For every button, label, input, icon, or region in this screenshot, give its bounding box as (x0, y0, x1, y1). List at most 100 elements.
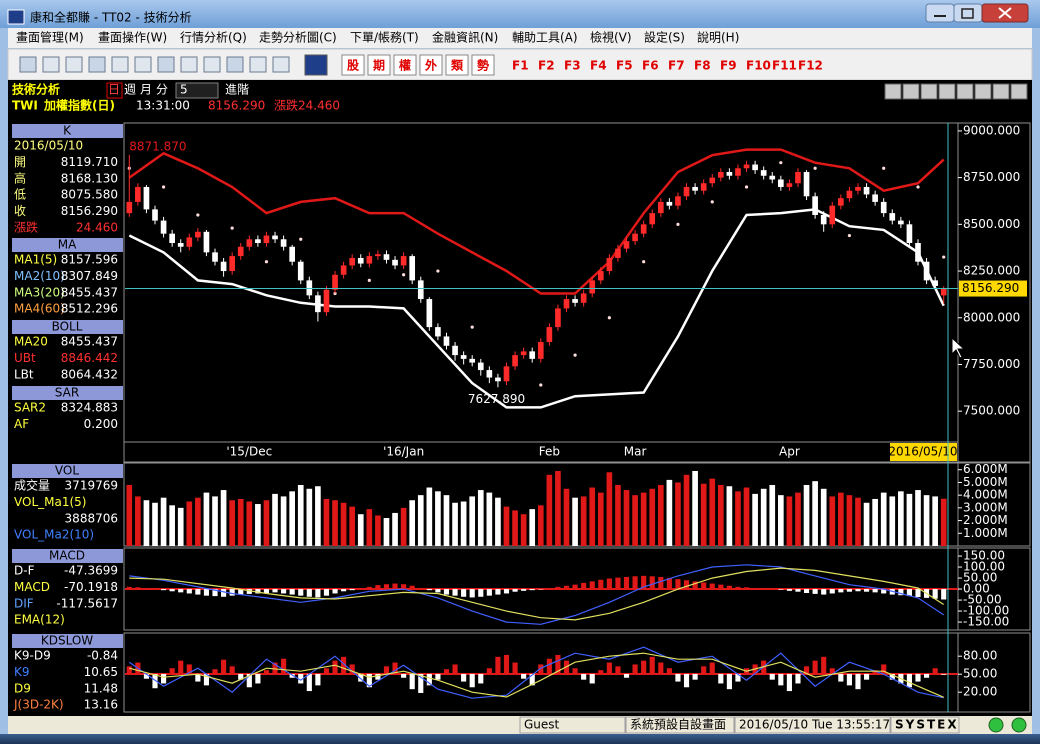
function-key[interactable]: F1 (512, 59, 529, 73)
chart-tool-button[interactable] (885, 84, 901, 99)
histogram-bar (821, 657, 826, 674)
chart-tool-button[interactable] (903, 84, 919, 99)
tool-icon[interactable] (181, 57, 197, 72)
maximize-button[interactable] (954, 4, 982, 22)
tool-icon[interactable] (158, 57, 174, 72)
quote-button-label[interactable]: 權 (399, 58, 411, 73)
volume-bar (761, 489, 767, 546)
volume-bar (349, 507, 355, 546)
candle-body (898, 221, 904, 225)
function-key[interactable]: F7 (668, 59, 685, 73)
volume-bar (641, 493, 647, 546)
indicator-value: -70.1918 (64, 580, 118, 594)
histogram-bar (195, 589, 200, 595)
histogram-bar (401, 674, 406, 678)
quote-button-label[interactable]: 勢 (477, 58, 489, 73)
tool-icon[interactable] (250, 57, 266, 72)
tool-icon[interactable] (227, 57, 243, 72)
histogram-bar (504, 655, 509, 674)
tool-icon[interactable] (89, 57, 105, 72)
status-light (1012, 718, 1026, 732)
section-title: MA (58, 238, 77, 252)
function-key[interactable]: F6 (642, 59, 659, 73)
minimize-button[interactable] (926, 4, 954, 22)
x-tick-label: Mar (624, 445, 647, 459)
function-key[interactable]: F2 (538, 59, 555, 73)
histogram-bar (384, 584, 389, 589)
tool-icon[interactable] (112, 57, 128, 72)
histogram-bar (795, 674, 800, 684)
quote-button-label[interactable]: 外 (425, 58, 437, 73)
chart-tool-button[interactable] (921, 84, 937, 99)
y-tick-label: 50.00 (963, 667, 997, 681)
menu-item[interactable]: 說明(H) (697, 30, 739, 45)
chart-tool-button[interactable] (1011, 84, 1027, 99)
period-option[interactable]: 分 (156, 83, 168, 97)
histogram-bar (778, 589, 783, 590)
logo-button[interactable] (305, 55, 327, 75)
function-key[interactable]: F9 (720, 59, 737, 73)
histogram-bar (598, 670, 603, 674)
chart-tool-button[interactable] (939, 84, 955, 99)
function-key[interactable]: F8 (694, 59, 711, 73)
period-option[interactable]: 週 (124, 83, 136, 97)
volume-bar (615, 485, 621, 546)
menu-item[interactable]: 畫面管理(M) (16, 30, 84, 45)
quote-button-label[interactable]: 類 (450, 58, 464, 73)
histogram-bar (324, 668, 329, 674)
menu-item[interactable]: 金融資訊(N) (432, 30, 498, 45)
indicator-label: MA3(20) (14, 285, 65, 299)
menu-item[interactable]: 行情分析(Q) (180, 31, 247, 45)
volume-bar (409, 500, 415, 546)
histogram-bar (495, 589, 500, 595)
chart-tool-button[interactable] (957, 84, 973, 99)
candle-body (649, 213, 655, 224)
tool-icon[interactable] (135, 57, 151, 72)
menu-item[interactable]: 設定(S) (644, 30, 685, 45)
function-key[interactable]: F3 (564, 59, 581, 73)
tool-icon[interactable] (20, 57, 36, 72)
function-key[interactable]: F12 (798, 59, 823, 73)
volume-bar (144, 500, 150, 546)
function-key[interactable]: F11 (772, 59, 797, 73)
chart-tool-button[interactable] (975, 84, 991, 99)
candle-body (384, 254, 390, 260)
minutes-value[interactable]: 5 (180, 83, 188, 97)
menu-item[interactable]: 檢視(V) (590, 30, 632, 45)
candle-body (555, 308, 561, 327)
menu-item[interactable]: 畫面操作(W) (98, 30, 167, 45)
function-key[interactable]: F5 (616, 59, 633, 73)
period-option[interactable]: 日 (108, 83, 120, 97)
tool-icon[interactable] (273, 57, 289, 72)
period-option[interactable]: 月 (140, 83, 152, 97)
histogram-bar (555, 587, 560, 589)
tool-icon[interactable] (204, 57, 220, 72)
histogram-bar (710, 584, 715, 590)
histogram-bar (573, 668, 578, 674)
sar-dot (942, 255, 945, 258)
tool-icon[interactable] (43, 57, 59, 72)
volume-bar (238, 499, 244, 546)
quote-button-label[interactable]: 期 (373, 58, 385, 73)
chart-tool-button[interactable] (993, 84, 1009, 99)
volume-bar (564, 489, 570, 546)
function-key[interactable]: F10 (746, 59, 771, 73)
menu-item[interactable]: 走勢分析圖(C) (259, 30, 337, 45)
candle-body (564, 299, 570, 308)
quote-button-label[interactable]: 股 (347, 58, 360, 73)
histogram-bar (607, 578, 612, 589)
section-title: BOLL (52, 320, 83, 334)
advanced-link[interactable]: 進階 (225, 82, 249, 97)
section-title: K (63, 124, 72, 138)
volume-bar (152, 503, 158, 546)
function-key[interactable]: F4 (590, 59, 607, 73)
menu-item[interactable]: 下單/帳務(T) (350, 31, 419, 45)
indicator-value: 10.65 (84, 665, 118, 679)
histogram-bar (684, 674, 689, 687)
tool-icon[interactable] (66, 57, 82, 72)
histogram-bar (564, 586, 569, 589)
menu-item[interactable]: 輔助工具(A) (512, 31, 578, 45)
histogram-bar (255, 674, 260, 684)
volume-bar (435, 491, 441, 546)
x-tick-label: Apr (779, 445, 800, 459)
